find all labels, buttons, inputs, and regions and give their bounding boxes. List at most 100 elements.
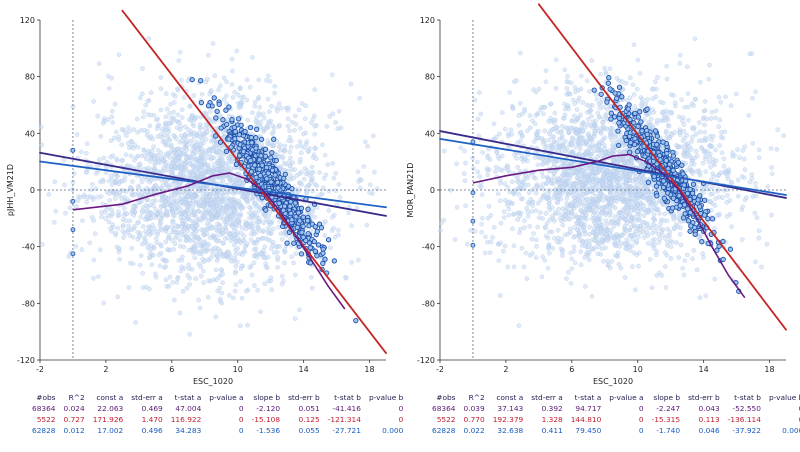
background-point (292, 316, 298, 321)
background-point (115, 294, 120, 300)
background-point (643, 101, 648, 107)
background-point (646, 241, 651, 246)
background-point (206, 242, 211, 247)
background-point (304, 139, 310, 144)
background-point (281, 249, 287, 254)
background-point (543, 79, 549, 85)
background-point (655, 75, 660, 80)
background-point (178, 133, 184, 139)
highlighted-point-cluster (189, 76, 359, 324)
background-point (249, 272, 255, 278)
background-point (96, 61, 102, 66)
background-point (263, 261, 268, 266)
background-point (664, 63, 669, 69)
background-point (221, 75, 227, 81)
background-point (712, 203, 718, 208)
background-point (172, 241, 178, 246)
background-point (238, 205, 243, 210)
background-point (197, 130, 202, 136)
background-point (156, 159, 161, 164)
background-point (230, 180, 235, 185)
stats-cell: 116.922 (170, 415, 202, 424)
background-point (636, 263, 641, 269)
background-point (227, 251, 232, 256)
background-point (223, 197, 228, 202)
background-point (136, 183, 142, 189)
background-point (703, 153, 708, 159)
background-point (205, 166, 211, 172)
background-point (194, 156, 199, 162)
background-point (243, 219, 248, 225)
background-point (756, 147, 762, 153)
background-point (635, 211, 641, 217)
background-point (143, 203, 149, 208)
background-point (137, 262, 143, 268)
background-point (126, 285, 132, 290)
background-point (155, 153, 161, 159)
background-point (233, 263, 239, 269)
background-point (301, 145, 307, 150)
background-point (327, 114, 332, 119)
background-point (199, 216, 204, 221)
background-point (96, 274, 101, 279)
x-tick-label: 10 (233, 365, 243, 374)
background-point (85, 195, 91, 200)
background-point (463, 203, 468, 208)
background-point (468, 228, 474, 233)
background-point (662, 264, 668, 269)
background-point (358, 185, 363, 191)
background-point (213, 142, 219, 147)
background-point (210, 200, 215, 206)
background-point (515, 164, 520, 170)
background-point (522, 225, 527, 230)
background-point (338, 125, 344, 131)
background-point (317, 170, 322, 175)
background-point (166, 137, 172, 142)
background-point (533, 208, 539, 213)
background-point (159, 243, 164, 249)
background-point (261, 111, 266, 117)
background-point (163, 229, 169, 234)
background-point (180, 289, 186, 294)
background-point (130, 261, 136, 267)
background-point (189, 212, 195, 217)
highlighted-point (297, 218, 303, 224)
background-point (622, 275, 628, 280)
background-point (611, 148, 617, 153)
background-point (247, 215, 252, 220)
background-point (595, 210, 600, 216)
background-point (172, 193, 178, 199)
background-point (181, 244, 187, 250)
background-point (150, 253, 156, 258)
background-point (293, 121, 299, 127)
background-point (229, 196, 234, 202)
highlighted-point (269, 150, 275, 156)
background-point (563, 125, 569, 131)
background-point (533, 113, 539, 118)
highlighted-point (264, 176, 270, 182)
background-point (282, 260, 287, 266)
background-point (631, 42, 637, 47)
background-point (106, 219, 112, 225)
background-point (121, 235, 126, 240)
background-point (232, 270, 238, 276)
background-point (629, 243, 635, 249)
background-point (163, 91, 169, 96)
background-point (255, 219, 260, 225)
background-point (667, 229, 673, 235)
background-point (174, 204, 179, 210)
background-point (202, 159, 207, 164)
background-point (177, 237, 183, 243)
background-point (145, 98, 151, 104)
background-point (142, 166, 147, 172)
background-point (127, 145, 132, 151)
background-point (572, 260, 578, 266)
background-point (280, 154, 285, 159)
background-point (269, 104, 274, 109)
background-point (116, 134, 121, 140)
background-point (106, 213, 111, 218)
background-point (247, 85, 253, 90)
x-axis-title: ESC_1020 (593, 377, 633, 386)
background-point (130, 204, 136, 209)
highlighted-point (287, 203, 293, 209)
